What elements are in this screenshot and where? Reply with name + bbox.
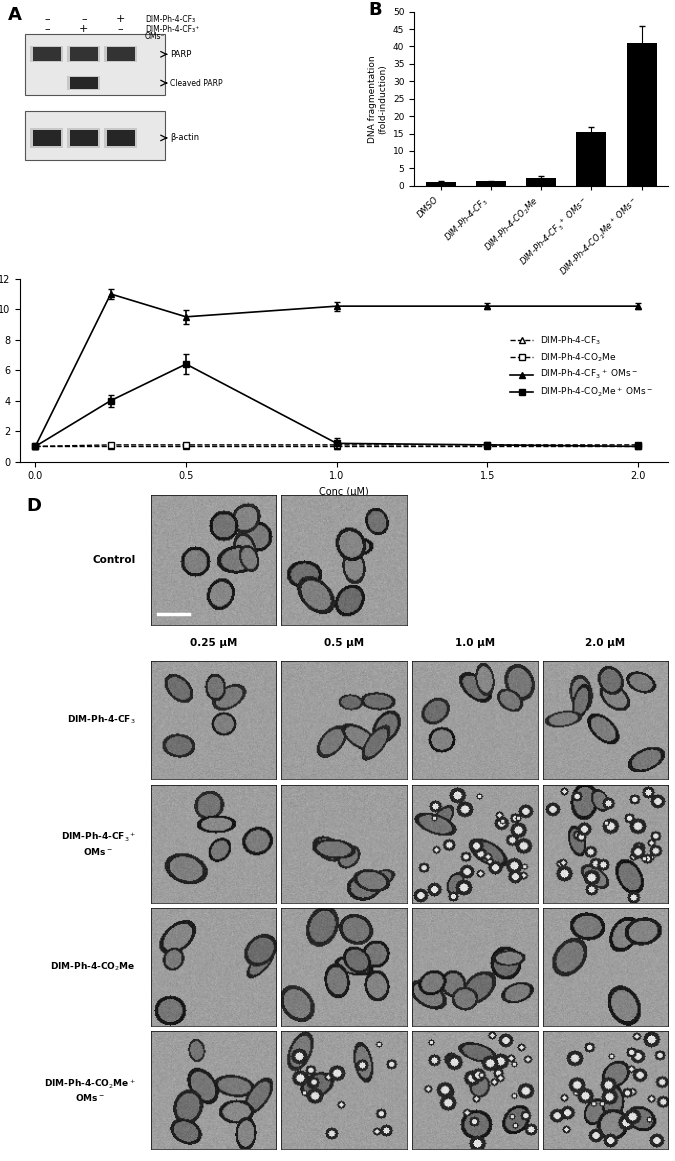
Text: OMs⁻: OMs⁻ bbox=[144, 33, 165, 42]
Bar bbox=[30, 45, 63, 63]
Text: DIM-Ph-4-CF₃⁺: DIM-Ph-4-CF₃⁺ bbox=[144, 24, 199, 34]
Text: 2.0 μM: 2.0 μM bbox=[585, 637, 626, 648]
Bar bbox=[68, 45, 101, 63]
Text: –: – bbox=[118, 24, 124, 34]
Bar bbox=[30, 129, 63, 147]
Bar bbox=[104, 45, 137, 63]
Text: DIM-Ph-4-CO$_2$Me$^+$
OMs$^-$: DIM-Ph-4-CO$_2$Me$^+$ OMs$^-$ bbox=[44, 1077, 136, 1103]
Bar bbox=[476, 181, 506, 186]
Text: DIM-Ph-4-CO$_2$Me: DIM-Ph-4-CO$_2$Me bbox=[51, 960, 136, 973]
Bar bbox=[107, 46, 134, 60]
Bar bbox=[107, 130, 134, 146]
X-axis label: Conc (μM): Conc (μM) bbox=[319, 486, 369, 497]
Bar bbox=[104, 129, 137, 147]
Bar bbox=[33, 130, 61, 146]
Bar bbox=[426, 181, 456, 186]
Bar bbox=[626, 43, 657, 186]
Text: –: – bbox=[44, 14, 50, 24]
Bar bbox=[70, 46, 98, 60]
Bar bbox=[26, 111, 165, 160]
Text: B: B bbox=[369, 1, 382, 19]
Text: DIM-Ph-4-CF₃: DIM-Ph-4-CF₃ bbox=[144, 15, 195, 24]
Text: D: D bbox=[26, 497, 42, 515]
Text: +: + bbox=[116, 14, 126, 24]
Text: –: – bbox=[44, 24, 50, 34]
Text: 0.25 μM: 0.25 μM bbox=[190, 637, 238, 648]
Y-axis label: DNA fragmentation
(fold-induction): DNA fragmentation (fold-induction) bbox=[368, 55, 387, 143]
Text: A: A bbox=[7, 6, 22, 24]
Text: –: – bbox=[81, 14, 86, 24]
Bar bbox=[576, 132, 606, 186]
Text: 1.0 μM: 1.0 μM bbox=[455, 637, 495, 648]
Bar bbox=[68, 77, 101, 91]
Text: Cleaved PARP: Cleaved PARP bbox=[170, 79, 223, 87]
Text: 0.5 μM: 0.5 μM bbox=[324, 637, 365, 648]
Legend: DIM-Ph-4-CF$_3$, DIM-Ph-4-CO$_2$Me, DIM-Ph-4-CF$_3$$^+$ OMs$^-$, DIM-Ph-4-CO$_2$: DIM-Ph-4-CF$_3$, DIM-Ph-4-CO$_2$Me, DIM-… bbox=[507, 331, 657, 403]
Bar bbox=[33, 46, 61, 60]
Bar bbox=[526, 178, 556, 186]
Text: β-actin: β-actin bbox=[170, 134, 199, 143]
Bar bbox=[26, 35, 165, 95]
Text: +: + bbox=[79, 24, 88, 34]
Bar bbox=[70, 130, 98, 146]
Bar bbox=[68, 129, 101, 147]
Text: DIM-Ph-4-CF$_3$: DIM-Ph-4-CF$_3$ bbox=[68, 714, 136, 727]
Text: Control: Control bbox=[92, 555, 136, 564]
Bar bbox=[70, 77, 98, 89]
Text: PARP: PARP bbox=[170, 50, 192, 59]
Text: DIM-Ph-4-CF$_3$$^+$
OMs$^-$: DIM-Ph-4-CF$_3$$^+$ OMs$^-$ bbox=[61, 830, 136, 857]
